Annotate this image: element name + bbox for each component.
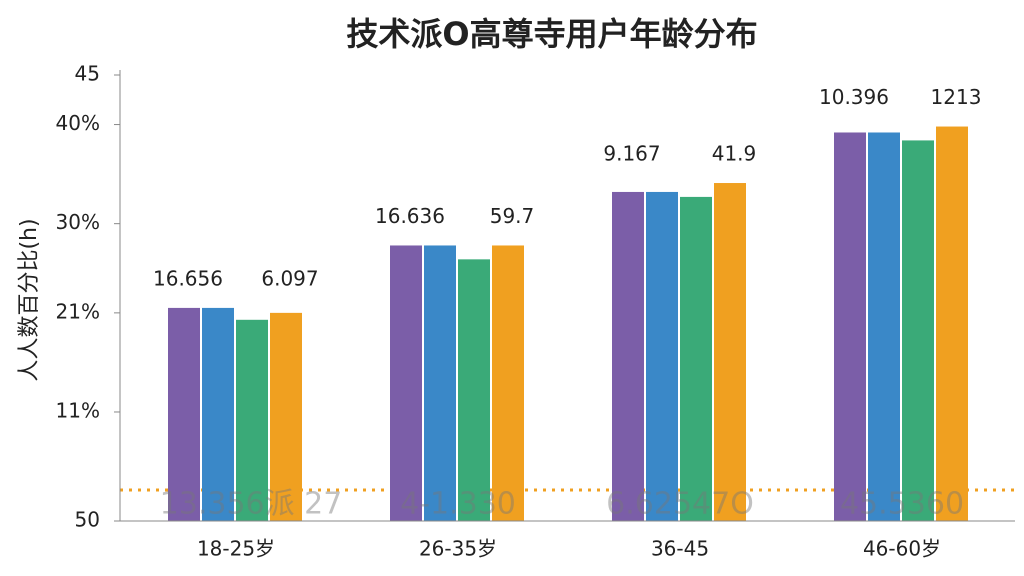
y-tick-label: 21% — [56, 299, 100, 323]
bar — [202, 307, 234, 521]
x-tick-label: 36-45 — [651, 537, 709, 561]
data-label: 16.656 — [153, 266, 223, 290]
bar — [646, 191, 678, 521]
bar — [680, 196, 712, 521]
data-label: 41.9 — [712, 142, 757, 166]
bar — [390, 245, 422, 521]
data-label: 1213 — [931, 85, 982, 109]
footnote: 45.5360 — [840, 487, 964, 522]
x-tick-label: 26-35岁 — [419, 537, 497, 561]
bar — [936, 126, 968, 521]
x-tick-label: 46-60岁 — [863, 537, 941, 561]
footnote: 6.62547O — [606, 487, 754, 522]
data-label: 10.396 — [819, 85, 889, 109]
bar — [270, 312, 302, 521]
bar — [714, 183, 746, 521]
bar — [902, 140, 934, 521]
chart-title: 技术派O高尊寺用户年龄分布 — [346, 15, 757, 53]
bar — [868, 132, 900, 522]
bar — [168, 307, 200, 521]
y-tick-label: 30% — [56, 210, 100, 234]
y-tick-label: 45 — [75, 62, 100, 86]
data-label: 9.167 — [603, 142, 660, 166]
y-axis-label: 人人数百分比(h) — [17, 218, 42, 381]
y-tick-label: 40% — [56, 111, 100, 135]
data-label: 59.7 — [490, 204, 535, 228]
footnote: 4-1.330 — [400, 487, 516, 522]
bar — [236, 319, 268, 521]
bar — [424, 245, 456, 521]
bar — [492, 245, 524, 521]
bar — [834, 132, 866, 522]
data-label: 6.097 — [261, 266, 318, 290]
y-tick-label: 11% — [56, 398, 100, 422]
bar — [612, 191, 644, 521]
data-label: 16.636 — [375, 204, 445, 228]
bar — [458, 259, 490, 521]
footnote: 13.356派 27 — [160, 487, 343, 522]
y-tick-label: 50 — [75, 508, 100, 532]
x-tick-label: 18-25岁 — [197, 537, 275, 561]
